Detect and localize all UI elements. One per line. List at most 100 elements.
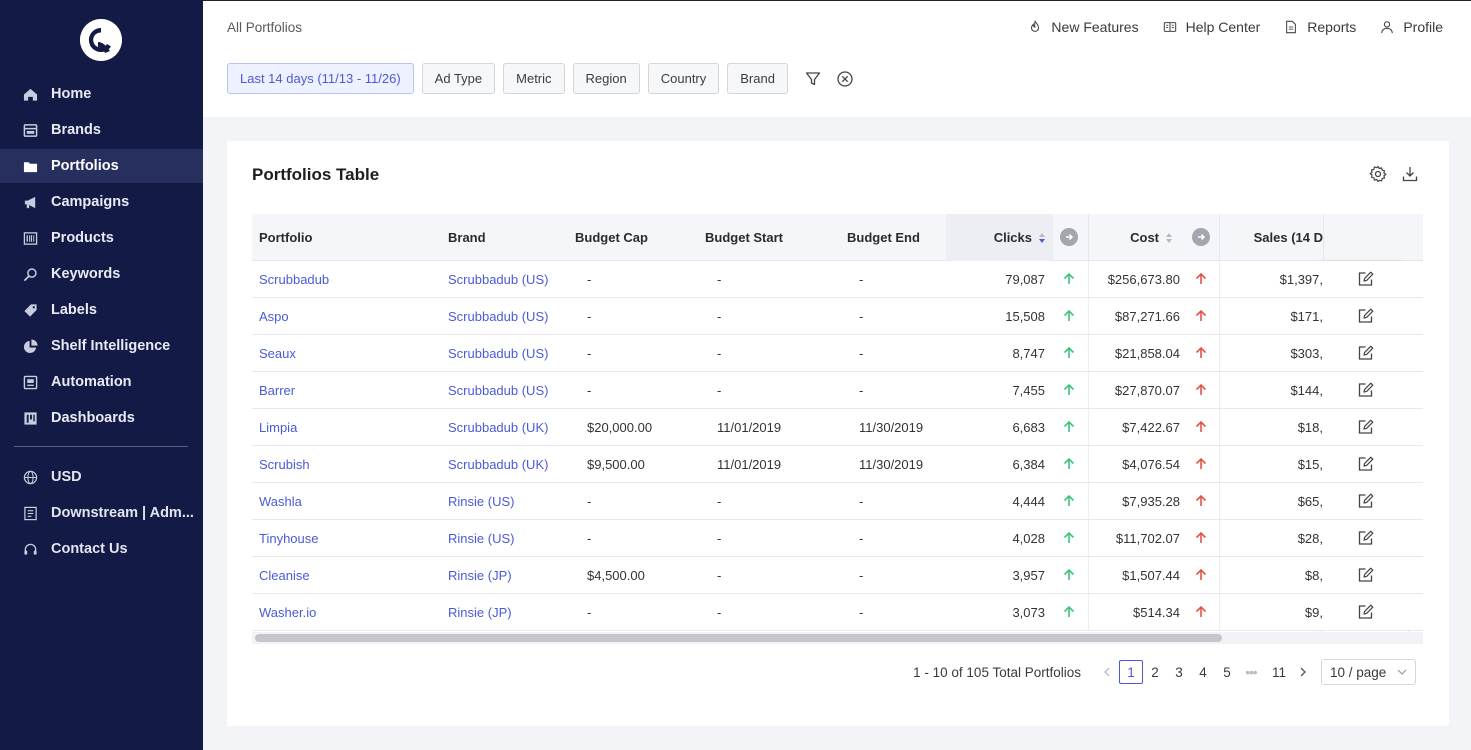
page-1[interactable]: 1 [1119,660,1143,684]
horizontal-scrollbar[interactable] [252,632,1423,644]
brand-filter[interactable]: Brand [727,63,788,94]
metric-filter[interactable]: Metric [503,63,565,94]
portfolio-link[interactable]: Seaux [259,345,296,361]
budget-start-value: - [717,308,722,324]
edit-icon[interactable] [1358,567,1374,583]
sidebar-item-campaigns[interactable]: Campaigns [0,185,203,219]
brand-link[interactable]: Scrubbadub (US) [448,271,549,287]
sidebar-item-automation[interactable]: Automation [0,365,203,399]
portfolio-link[interactable]: Barrer [259,382,296,398]
filter-icon[interactable] [804,70,822,88]
sidebar-item-home[interactable]: Home [0,77,203,111]
prev-page-button[interactable] [1095,660,1119,684]
brand-link[interactable]: Rinsie (JP) [448,604,512,620]
edit-icon[interactable] [1358,456,1374,472]
region-filter[interactable]: Region [572,63,640,94]
portfolio-link[interactable]: Cleanise [259,567,310,583]
brand-link[interactable]: Scrubbadub (US) [448,345,549,361]
clear-filters-icon[interactable] [836,70,854,88]
page-4[interactable]: 4 [1199,664,1207,680]
col-sales[interactable]: Sales (14 D [1219,214,1323,261]
sort-icon[interactable] [1039,232,1045,244]
arrow-right-circle-icon[interactable] [1192,228,1210,246]
edit-icon[interactable] [1358,530,1374,546]
brand-link[interactable]: Scrubbadub (US) [448,382,549,398]
sidebar-item-shelf-intelligence[interactable]: Shelf Intelligence [0,329,203,363]
trend-up-icon [1062,346,1076,360]
table-row[interactable]: Limpia Scrubbadub (UK) $20,000.00 11/01/201… [252,409,1423,446]
page-last[interactable]: 11 [1271,664,1286,680]
download-icon[interactable] [1401,165,1419,183]
edit-icon[interactable] [1358,493,1374,509]
new-features-link[interactable]: New Features [1028,19,1139,35]
next-page-button[interactable] [1291,660,1315,684]
sidebar-item-brands[interactable]: Brands [0,113,203,147]
edit-icon[interactable] [1358,419,1374,435]
portfolio-link[interactable]: Tinyhouse [259,530,319,546]
portfolio-link[interactable]: Scrubish [259,456,310,472]
portfolio-link[interactable]: Scrubbadub [259,271,330,287]
col-budget-cap[interactable]: Budget Cap [575,230,648,245]
col-cost[interactable]: Cost [1088,214,1184,261]
ad-type-filter[interactable]: Ad Type [421,63,496,94]
table-row[interactable]: Washer.io Rinsie (JP) - - - 3,073 $514.34 $9, [252,594,1423,631]
country-filter[interactable]: Country [647,63,720,94]
reports-link[interactable]: Reports [1284,19,1356,35]
sidebar-item-keywords[interactable]: Keywords [0,257,203,291]
edit-icon[interactable] [1358,604,1374,620]
edit-icon[interactable] [1358,308,1374,324]
page-5[interactable]: 5 [1223,664,1231,680]
brand-link[interactable]: Rinsie (JP) [448,567,512,583]
page-3[interactable]: 3 [1175,664,1183,680]
budget-cap-value: $20,000.00 [587,419,653,435]
brand-link[interactable]: Scrubbadub (UK) [448,419,549,435]
portfolio-link[interactable]: Aspo [259,308,289,324]
col-budget-end[interactable]: Budget End [847,230,920,245]
edit-icon[interactable] [1358,382,1374,398]
portfolio-link[interactable]: Limpia [259,419,298,435]
more-pages-ellipsis[interactable]: ••• [1245,664,1257,680]
brand-link[interactable]: Rinsie (US) [448,493,515,509]
cost-value: $11,702.07 [1088,520,1180,556]
sort-icon[interactable] [1166,232,1172,244]
col-portfolio[interactable]: Portfolio [259,230,313,245]
brand-link[interactable]: Scrubbadub (US) [448,308,549,324]
brand-link[interactable]: Scrubbadub (UK) [448,456,549,472]
col-brand[interactable]: Brand [448,230,486,245]
table-row[interactable]: Barrer Scrubbadub (US) - - - 7,455 $27,870.07 $… [252,372,1423,409]
table-row[interactable]: Scrubbadub Scrubbadub (US) - - - 79,087 $256,6… [252,261,1423,298]
budget-start-value: - [717,530,722,546]
breadcrumb[interactable]: All Portfolios [227,20,303,35]
sidebar-item-labels[interactable]: Labels [0,293,203,327]
date-range-filter[interactable]: Last 14 days (11/13 - 11/26) [227,63,414,94]
edit-icon[interactable] [1358,345,1374,361]
col-budget-start[interactable]: Budget Start [705,230,783,245]
sidebar-item-products[interactable]: Products [0,221,203,255]
table-row[interactable]: Tinyhouse Rinsie (US) - - - 4,028 $11,702.07 $2… [252,520,1423,557]
help-center-link[interactable]: Help Center [1163,19,1260,35]
page-size-select[interactable]: 10 / page [1321,659,1416,685]
col-clicks[interactable]: Clicks [946,214,1053,261]
table-row[interactable]: Seaux Scrubbadub (US) - - - 8,747 $21,858.04 $3… [252,335,1423,372]
edit-icon[interactable] [1358,271,1374,287]
table-row[interactable]: Washla Rinsie (US) - - - 4,444 $7,935.28 $65, [252,483,1423,520]
sidebar-item-portfolios[interactable]: Portfolios [0,149,203,183]
sidebar-item-dashboards[interactable]: Dashboards [0,401,203,435]
sidebar-item-contact-us[interactable]: Contact Us [0,532,203,566]
scrollbar-thumb[interactable] [255,634,1222,642]
table-header: Portfolio Brand Budget Cap Budget Start … [252,214,1423,261]
settings-gear-icon[interactable] [1369,165,1387,183]
sidebar-item-downstream-adm[interactable]: Downstream | Adm... [0,496,203,530]
pagination-total: 1 - 10 of 105 Total Portfolios [913,664,1081,680]
app-logo[interactable] [80,19,122,61]
table-row[interactable]: Cleanise Rinsie (JP) $4,500.00 - - 3,957 $1,50… [252,557,1423,594]
table-row[interactable]: Scrubish Scrubbadub (UK) $9,500.00 11/01/20… [252,446,1423,483]
table-row[interactable]: Aspo Scrubbadub (US) - - - 15,508 $87,271.66 $1… [252,298,1423,335]
portfolio-link[interactable]: Washer.io [259,604,317,620]
sidebar-item-usd[interactable]: USD [0,460,203,494]
arrow-right-circle-icon[interactable] [1060,228,1078,246]
page-2[interactable]: 2 [1151,664,1159,680]
profile-link[interactable]: Profile [1380,19,1443,35]
portfolio-link[interactable]: Washla [259,493,302,509]
brand-link[interactable]: Rinsie (US) [448,530,515,546]
